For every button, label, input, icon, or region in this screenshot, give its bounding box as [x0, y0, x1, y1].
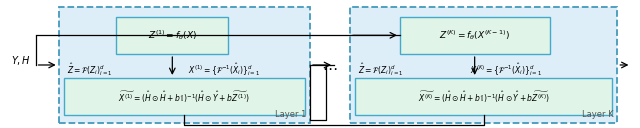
- Text: Layer K: Layer K: [582, 110, 613, 119]
- Text: $Y, H$: $Y, H$: [11, 54, 31, 67]
- Text: $\widetilde{X^{(K)}} = (\hat{H} \odot \hat{H} + b\mathbb{1})^{-1}(\hat{H} \odot : $\widetilde{X^{(K)}} = (\hat{H} \odot \h…: [418, 89, 550, 105]
- Text: $X^{(1)} = \{\mathcal{F}^{-1}(\hat{X}_i)\}_{i=1}^{d}$: $X^{(1)} = \{\mathcal{F}^{-1}(\hat{X}_i)…: [188, 61, 260, 78]
- Text: $Z^{(1)} = f_{\theta}(X)$: $Z^{(1)} = f_{\theta}(X)$: [148, 28, 197, 42]
- Bar: [400, 17, 550, 54]
- Bar: [59, 7, 310, 123]
- Text: $X^{(K)} = \{\mathcal{F}^{-1}(\hat{X}_i)\}_{i=1}^{d}$: $X^{(K)} = \{\mathcal{F}^{-1}(\hat{X}_i)…: [470, 61, 542, 78]
- Text: Layer 1: Layer 1: [275, 110, 306, 119]
- Bar: [350, 7, 618, 123]
- Text: $\widetilde{X^{(1)}} = (\hat{H} \odot \hat{H} + b\mathbb{1})^{-1}(\hat{H} \odot : $\widetilde{X^{(1)}} = (\hat{H} \odot \h…: [118, 89, 250, 105]
- Text: $\cdots$: $\cdots$: [323, 60, 338, 76]
- Text: $\hat{Z} = \mathcal{F}(Z_i)_{i=1}^{d}$: $\hat{Z} = \mathcal{F}(Z_i)_{i=1}^{d}$: [358, 61, 404, 78]
- Text: $Z^{(K)} = f_{\theta}(X^{(K-1)})$: $Z^{(K)} = f_{\theta}(X^{(K-1)})$: [439, 28, 510, 42]
- Bar: [355, 78, 612, 115]
- Bar: [63, 78, 305, 115]
- Text: $\hat{Z} = \mathcal{F}(Z_i)_{i=1}^{d}$: $\hat{Z} = \mathcal{F}(Z_i)_{i=1}^{d}$: [67, 61, 112, 78]
- Bar: [116, 17, 228, 54]
